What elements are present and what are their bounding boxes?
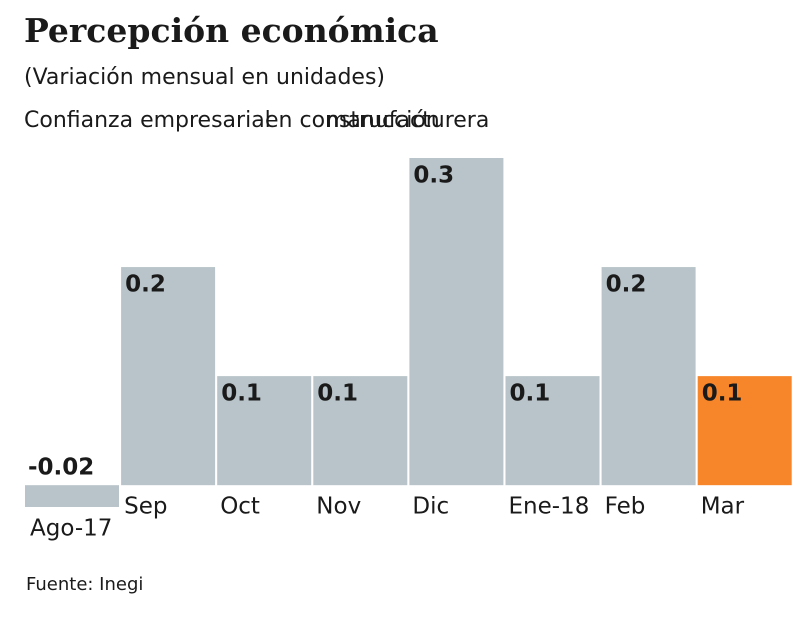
- value-label: 0.1: [221, 381, 262, 407]
- bar: [121, 267, 216, 486]
- x-tick-label: Ago-17: [30, 516, 112, 542]
- x-tick-label: Ene-18: [509, 494, 590, 520]
- bar: [25, 485, 119, 507]
- value-label: -0.02: [28, 455, 94, 481]
- value-label: 0.2: [606, 272, 647, 298]
- series-label: Confianza empresarial: [24, 108, 271, 133]
- value-label: 0.1: [702, 381, 743, 407]
- chart-title: Percepción económica: [24, 11, 439, 50]
- value-label: 0.2: [125, 272, 166, 298]
- value-label: 0.3: [413, 163, 454, 189]
- series-label-overlap: manufacturera: [326, 108, 489, 133]
- bar: [505, 376, 600, 486]
- bar: [601, 267, 696, 486]
- value-label: 0.1: [510, 381, 551, 407]
- bar: [217, 376, 312, 486]
- bar: [697, 376, 792, 486]
- x-tick-label: Feb: [605, 494, 646, 520]
- source: Fuente: Inegi: [26, 574, 143, 595]
- value-label: 0.1: [317, 381, 358, 407]
- x-tick-label: Dic: [412, 494, 449, 520]
- x-tick-label: Oct: [220, 494, 260, 520]
- x-tick-label: Sep: [124, 494, 167, 520]
- series-label-overlap: en construcción: [265, 108, 440, 133]
- x-tick-label: Nov: [316, 494, 361, 520]
- x-tick-label: Mar: [701, 494, 745, 520]
- bar: [313, 376, 408, 486]
- bar: [409, 158, 504, 486]
- chart-subtitle: (Variación mensual en unidades): [24, 65, 385, 90]
